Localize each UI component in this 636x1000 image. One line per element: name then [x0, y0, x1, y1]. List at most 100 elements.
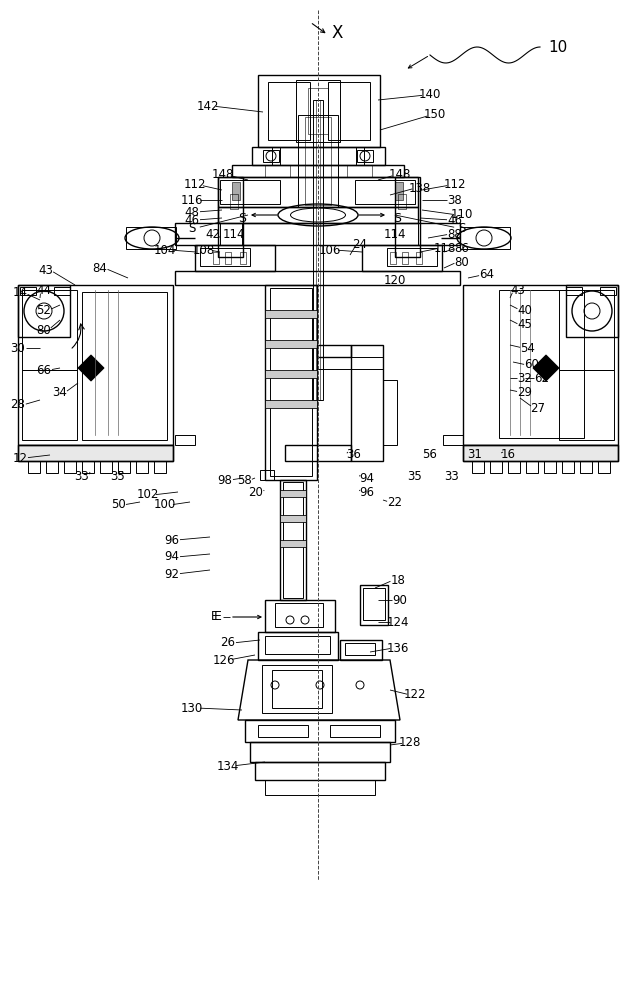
Text: 48: 48	[184, 206, 200, 219]
Text: S: S	[459, 222, 466, 234]
Bar	[22, 370, 77, 440]
Bar	[18, 285, 70, 337]
Bar	[118, 461, 130, 473]
Text: 96: 96	[165, 534, 179, 546]
Bar	[265, 285, 317, 480]
Bar	[265, 400, 317, 408]
Text: 62: 62	[534, 371, 550, 384]
Bar	[308, 88, 328, 134]
Bar	[20, 287, 36, 295]
Bar	[280, 490, 306, 497]
Bar	[330, 725, 380, 737]
Polygon shape	[78, 355, 104, 381]
Text: 150: 150	[424, 108, 446, 121]
Bar	[402, 252, 408, 264]
Polygon shape	[533, 355, 559, 381]
Text: 40: 40	[518, 304, 532, 316]
Text: 16: 16	[501, 448, 516, 462]
Bar	[260, 470, 274, 480]
Bar	[559, 370, 614, 440]
Text: 102: 102	[137, 488, 159, 502]
Bar	[218, 177, 243, 257]
Bar	[220, 180, 280, 204]
Bar	[280, 480, 306, 600]
Bar	[298, 115, 338, 207]
Bar	[600, 287, 616, 295]
Text: 32: 32	[518, 371, 532, 384]
Text: 86: 86	[455, 241, 469, 254]
Bar	[362, 245, 442, 271]
Text: 36: 36	[347, 448, 361, 462]
Text: 33: 33	[445, 470, 459, 483]
Bar	[360, 585, 388, 625]
Bar	[363, 588, 385, 620]
Bar	[64, 461, 76, 473]
Bar	[265, 340, 317, 348]
Bar	[317, 345, 351, 357]
Bar	[395, 177, 420, 257]
Bar	[258, 75, 380, 147]
Bar	[598, 461, 610, 473]
Bar	[265, 400, 317, 408]
Bar	[357, 150, 373, 162]
Text: X: X	[331, 24, 342, 42]
Bar	[46, 461, 58, 473]
Text: 110: 110	[451, 209, 473, 222]
Text: 45: 45	[518, 318, 532, 332]
Bar	[262, 665, 332, 713]
Bar	[245, 720, 395, 742]
Bar	[154, 461, 166, 473]
Text: 118: 118	[434, 241, 456, 254]
Text: E: E	[214, 610, 222, 624]
Bar	[265, 370, 317, 378]
Text: S: S	[393, 212, 401, 225]
Bar	[463, 445, 618, 461]
Text: 94: 94	[359, 472, 375, 485]
Bar	[272, 670, 322, 708]
Text: 128: 128	[399, 736, 421, 750]
Text: 50: 50	[111, 498, 125, 512]
Text: 106: 106	[319, 243, 341, 256]
Bar	[351, 345, 383, 461]
Bar	[18, 445, 173, 461]
Bar	[270, 288, 312, 476]
Bar	[18, 285, 173, 445]
Bar	[283, 482, 303, 598]
Bar	[258, 632, 338, 660]
Bar	[250, 742, 390, 762]
Bar	[232, 165, 404, 177]
Bar	[200, 248, 250, 266]
Bar	[265, 600, 335, 632]
Text: 124: 124	[387, 615, 409, 629]
Bar	[175, 435, 195, 445]
Text: 31: 31	[467, 448, 483, 462]
Text: 148: 148	[212, 168, 234, 182]
Text: 92: 92	[165, 568, 179, 580]
Bar	[255, 762, 385, 780]
Text: 80: 80	[37, 324, 52, 336]
Text: 42: 42	[205, 228, 221, 240]
Bar	[126, 227, 176, 249]
Text: 148: 148	[389, 168, 411, 182]
Bar	[280, 515, 306, 522]
Text: 114: 114	[384, 228, 406, 240]
Text: 112: 112	[444, 178, 466, 192]
Text: 26: 26	[221, 637, 235, 650]
Bar	[296, 80, 340, 142]
Text: 66: 66	[36, 363, 52, 376]
Text: S: S	[238, 212, 246, 225]
Text: 100: 100	[154, 498, 176, 512]
Text: 114: 114	[223, 228, 245, 240]
Bar	[240, 252, 246, 264]
Text: 134: 134	[217, 760, 239, 772]
Text: 104: 104	[154, 243, 176, 256]
Bar	[305, 117, 331, 205]
Bar	[268, 82, 310, 140]
Bar	[463, 285, 618, 445]
Text: 138: 138	[409, 182, 431, 194]
Bar	[345, 643, 375, 655]
Bar	[463, 445, 618, 461]
Bar	[136, 461, 148, 473]
Bar	[562, 461, 574, 473]
Text: 52: 52	[36, 304, 52, 316]
